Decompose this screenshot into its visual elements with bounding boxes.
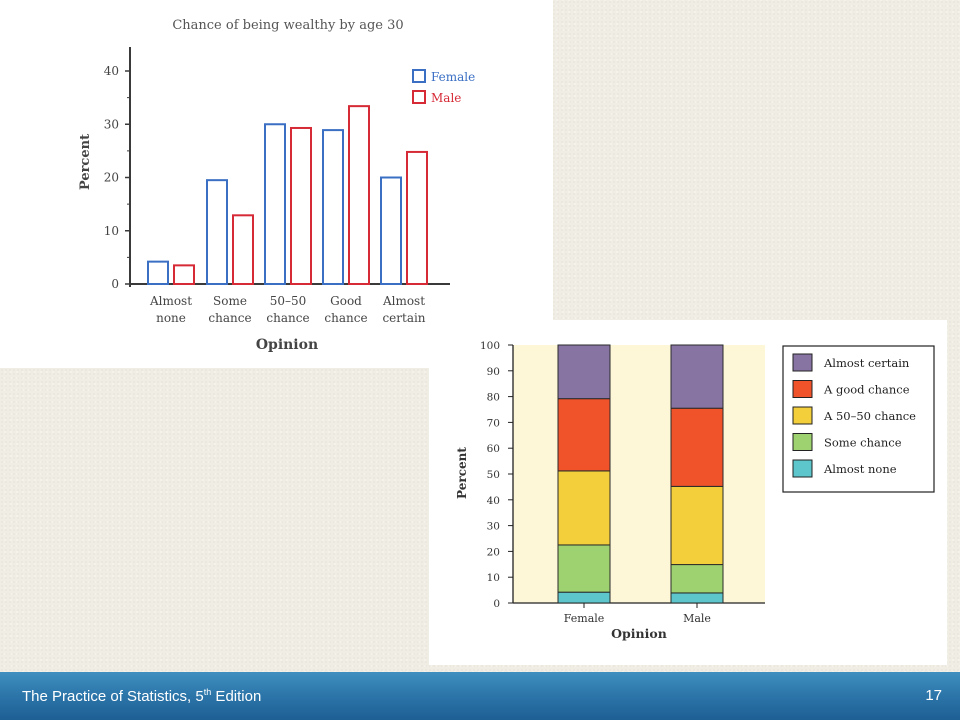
y-tick-label: 90	[487, 366, 500, 378]
y-tick-label: 100	[480, 340, 500, 352]
y-tick-label: 10	[487, 572, 500, 584]
x-tick-label: Female	[564, 612, 605, 625]
y-tick-label: 80	[487, 392, 500, 404]
edition-superscript: th	[203, 687, 212, 697]
legend-swatch	[412, 69, 426, 83]
y-tick-label: 40	[104, 64, 119, 78]
y-tick-label: 50	[487, 469, 500, 481]
y-tick-label: 30	[104, 117, 119, 131]
stack-segment	[670, 407, 724, 487]
y-tick-label: 30	[487, 521, 500, 533]
bar-female	[322, 129, 344, 285]
y-tick-label: 10	[104, 224, 119, 238]
y-axis-label: Percent	[455, 447, 469, 499]
x-tick-label: chance	[208, 311, 251, 325]
bar-female	[380, 176, 402, 285]
legend-label: Some chance	[824, 436, 902, 450]
x-tick-label: Good	[330, 294, 362, 308]
clustered-bar-chart-panel: Chance of being wealthy by age 30 0 10 20 30…	[0, 0, 553, 368]
x-axis-label: Opinion	[256, 337, 318, 353]
page-number: 17	[925, 687, 942, 704]
footer-book-title: The Practice of Statistics, 5th Edition	[22, 687, 261, 705]
bar-male	[173, 264, 195, 285]
bar-female	[264, 123, 286, 285]
y-tick-label: 40	[487, 495, 500, 507]
y-tick-label: 70	[487, 417, 500, 429]
stack-segment	[670, 564, 724, 594]
legend-swatch	[792, 380, 813, 398]
x-tick-label: Almost	[382, 294, 425, 308]
bar-male	[348, 105, 370, 285]
legend-label: Male	[431, 91, 461, 105]
x-tick-label: certain	[382, 311, 425, 325]
stack-segment	[670, 344, 724, 409]
book-title-text: The Practice of Statistics, 5	[22, 688, 204, 705]
legend-label: A good chance	[823, 383, 910, 397]
legend-swatch	[792, 433, 813, 451]
x-tick-label: chance	[266, 311, 309, 325]
legend-label: A 50–50 chance	[823, 409, 916, 423]
legend-swatch	[792, 353, 813, 372]
bar-male	[290, 126, 312, 286]
y-tick-label: 20	[487, 546, 500, 558]
bar-male	[406, 150, 428, 285]
x-axis-label: Opinion	[611, 626, 667, 641]
y-tick-label: 0	[493, 598, 500, 610]
x-tick-label: Some	[213, 294, 247, 308]
bar-female	[147, 260, 169, 286]
stack-segment	[670, 592, 724, 604]
y-tick-label: 20	[104, 171, 119, 185]
legend-swatch	[412, 90, 426, 104]
stacked-bar-chart: 0 10 20 30 40 50 60 70 80 90 100 Percent Female Male O…	[455, 340, 935, 641]
bar-female	[206, 179, 228, 286]
slide-footer: The Practice of Statistics, 5th Edition …	[0, 672, 960, 720]
y-tick-label: 0	[111, 277, 119, 291]
bar-male	[232, 214, 254, 285]
x-tick-label: 50–50	[270, 294, 307, 308]
clustered-bar-chart: Chance of being wealthy by age 30 0 10 20 30…	[78, 18, 475, 353]
legend-label: Almost none	[823, 462, 897, 476]
legend-swatch	[792, 406, 813, 425]
y-axis-label: Percent	[78, 134, 93, 190]
stack-segment	[557, 398, 611, 472]
stack-segment	[557, 591, 611, 604]
plot-background	[513, 345, 765, 603]
legend-swatch	[792, 459, 813, 478]
edition-suffix: Edition	[211, 688, 262, 705]
stack-segment	[670, 485, 724, 566]
stack-segment	[557, 544, 611, 593]
x-tick-label: chance	[324, 311, 367, 325]
y-tick-label: 60	[487, 443, 500, 455]
x-tick-label: none	[156, 311, 186, 325]
legend-label: Female	[431, 70, 475, 84]
legend-label: Almost certain	[823, 356, 910, 370]
chart-title: Chance of being wealthy by age 30	[172, 18, 403, 33]
stack-segment	[557, 470, 611, 546]
stacked-bar-chart-panel: 0 10 20 30 40 50 60 70 80 90 100 Percent Female Male O…	[429, 320, 947, 665]
x-tick-label: Male	[683, 612, 711, 625]
x-tick-label: Almost	[149, 294, 192, 308]
stack-segment	[557, 344, 611, 400]
